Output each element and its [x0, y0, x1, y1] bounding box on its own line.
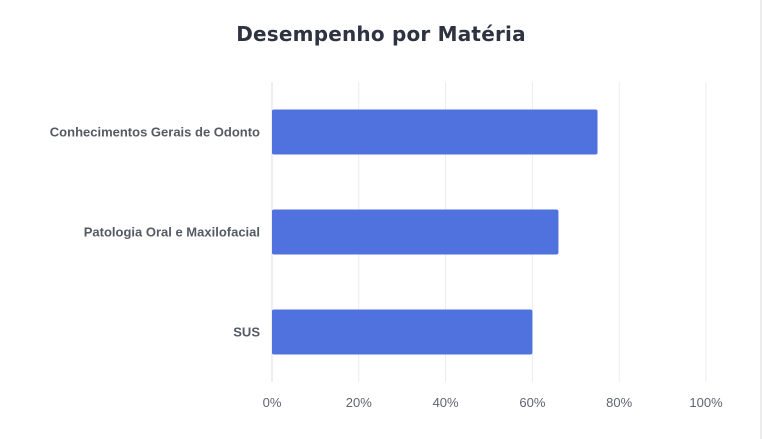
x-tick-label: 0%	[263, 395, 282, 410]
category-label: Patologia Oral e Maxilofacial	[84, 225, 260, 240]
category-label: Conhecimentos Gerais de Odonto	[50, 125, 260, 140]
x-tick-label: 60%	[519, 395, 545, 410]
chart-title: Desempenho por Matéria	[236, 22, 526, 46]
panel-edge-divider	[760, 0, 762, 439]
bar[interactable]	[272, 209, 559, 255]
category-label: SUS	[233, 325, 260, 340]
category-labels: Conhecimentos Gerais de Odonto Patologia …	[50, 125, 261, 340]
x-tick-label: 80%	[606, 395, 632, 410]
x-tick-label: 40%	[433, 395, 459, 410]
x-tick-label: 100%	[689, 395, 723, 410]
bar[interactable]	[272, 109, 598, 155]
x-axis-tick-labels: 0% 20% 40% 60% 80% 100%	[263, 395, 723, 410]
bar[interactable]	[272, 309, 533, 355]
x-tick-label: 20%	[346, 395, 372, 410]
bars	[272, 109, 598, 355]
